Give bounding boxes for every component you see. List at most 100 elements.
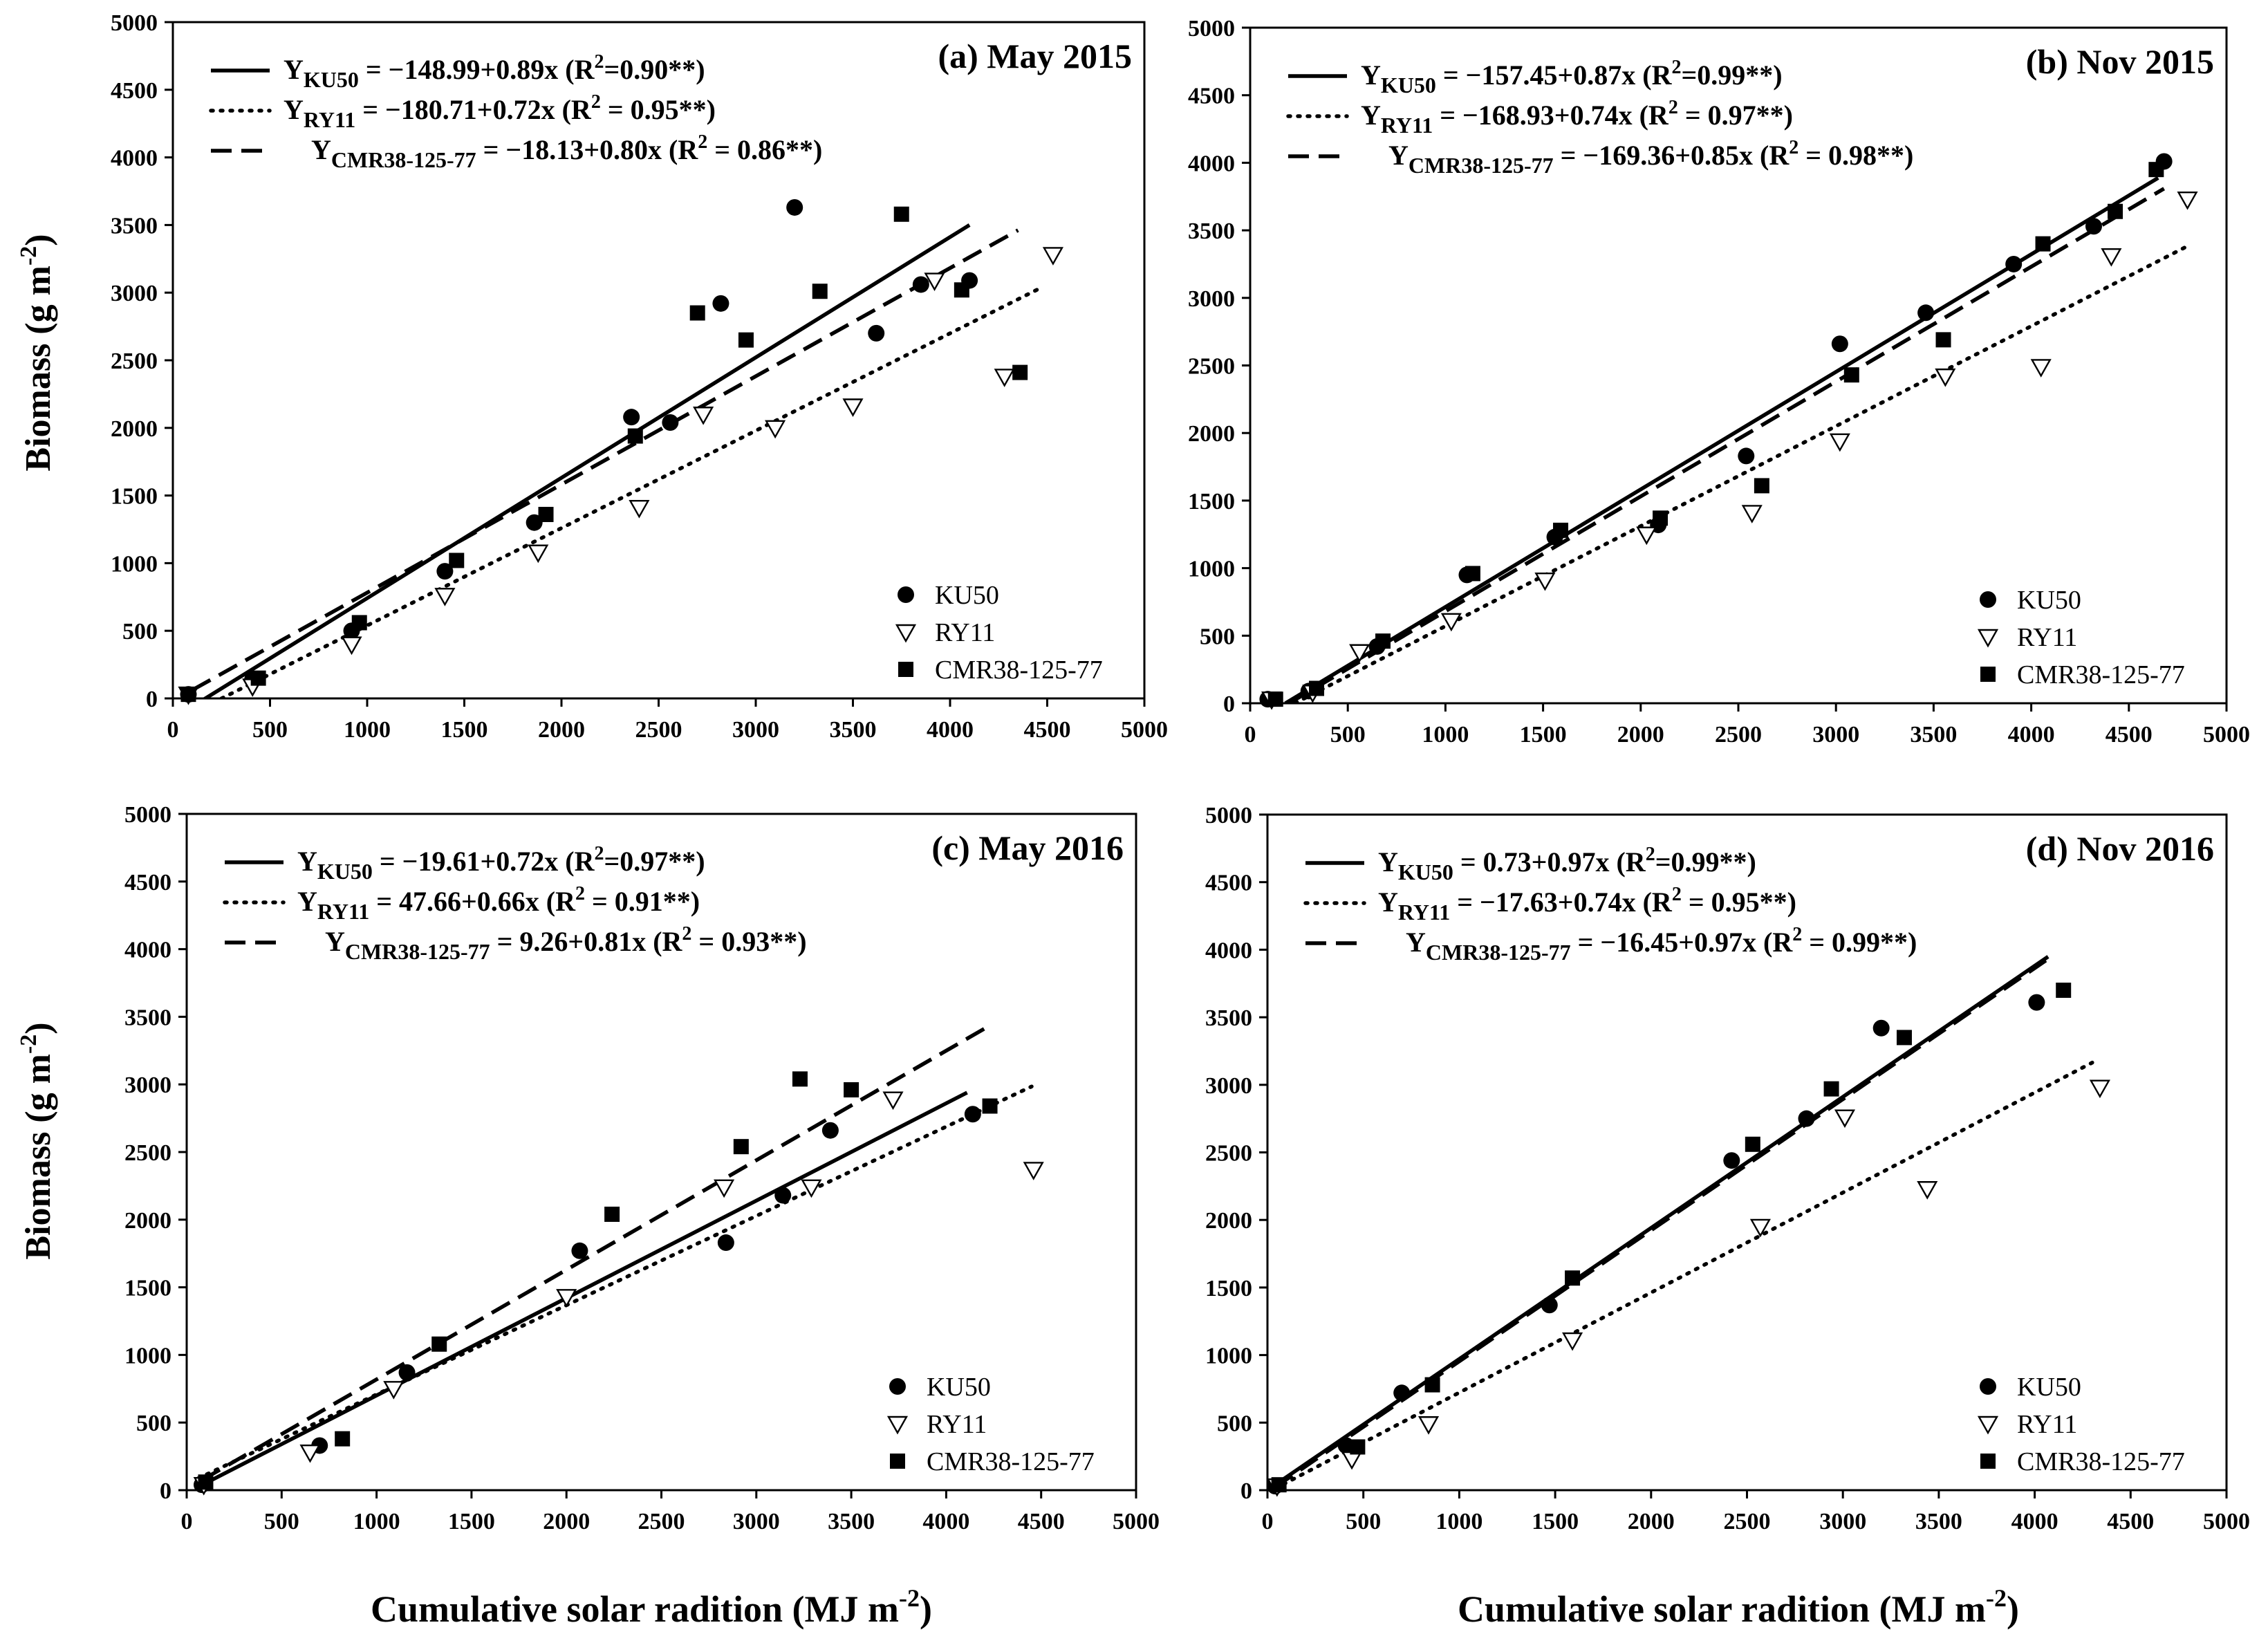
data-point-cmr38 bbox=[1745, 1136, 1760, 1152]
data-point-ry11 bbox=[801, 1179, 822, 1198]
data-point-ry11 bbox=[1341, 1451, 1363, 1470]
data-point-ku50 bbox=[964, 1106, 981, 1123]
y-tick-label: 1000 bbox=[111, 551, 158, 577]
y-tick-label: 4000 bbox=[1205, 938, 1252, 963]
data-point-ry11 bbox=[1042, 247, 1063, 266]
x-tick-label: 3500 bbox=[828, 1509, 875, 1534]
y-axis-label-top: Biomass (g m-2) bbox=[16, 234, 58, 471]
data-point-cmr38 bbox=[2035, 236, 2051, 252]
data-point-ku50 bbox=[1917, 304, 1935, 322]
y-tick-label: 0 bbox=[160, 1478, 171, 1504]
y-tick-label: 2000 bbox=[111, 416, 158, 442]
regression-equation: YRY11 = 47.66+0.66x (R2 = 0.91**) bbox=[297, 883, 700, 924]
y-tick-label: 5000 bbox=[1188, 16, 1235, 41]
data-point-ry11 bbox=[924, 272, 945, 292]
y-tick-label: 3000 bbox=[1205, 1073, 1252, 1099]
data-point-cmr38 bbox=[738, 332, 754, 348]
y-tick-label: 5000 bbox=[1205, 803, 1252, 828]
data-point-cmr38 bbox=[982, 1098, 998, 1114]
data-point-ku50 bbox=[898, 586, 914, 603]
data-point-ry11 bbox=[434, 588, 456, 606]
data-point-cmr38 bbox=[792, 1071, 808, 1087]
data-point-cmr38 bbox=[1267, 691, 1283, 707]
y-tick-label: 3500 bbox=[1205, 1005, 1252, 1031]
regression-equation: YKU50 = −19.61+0.72x (R2=0.97**) bbox=[297, 843, 705, 884]
data-point-ku50 bbox=[1980, 1378, 1996, 1395]
x-tick-label: 4500 bbox=[2107, 1509, 2154, 1534]
data-point-ku50 bbox=[774, 1187, 792, 1204]
x-tick-label: 3500 bbox=[1915, 1509, 1962, 1534]
data-point-ku50 bbox=[1831, 335, 1848, 353]
data-point-ku50 bbox=[712, 295, 729, 312]
x-tick-label: 4500 bbox=[1024, 717, 1071, 743]
data-point-cmr38 bbox=[2148, 162, 2164, 178]
data-point-cmr38 bbox=[1012, 364, 1028, 380]
x-tick-label: 0 bbox=[1245, 722, 1256, 748]
y-tick-label: 5000 bbox=[124, 802, 171, 828]
data-point-cmr38 bbox=[351, 615, 367, 631]
x-tick-label: 3000 bbox=[732, 717, 779, 743]
x-axis-label-left: Cumulative solar radition (MJ m-2) bbox=[371, 1584, 932, 1630]
data-point-ry11 bbox=[1829, 433, 1850, 452]
data-point-ry11 bbox=[1749, 1218, 1771, 1238]
data-point-cmr38 bbox=[335, 1431, 351, 1447]
x-tick-label: 5000 bbox=[2203, 722, 2250, 748]
x-tick-label: 0 bbox=[181, 1509, 193, 1534]
regression-line-ry11 bbox=[219, 287, 1040, 698]
panel-title: (a) May 2015 bbox=[938, 37, 1133, 75]
data-point-ry11 bbox=[1534, 572, 1556, 591]
x-tick-label: 2000 bbox=[1628, 1509, 1675, 1534]
data-point-ry11 bbox=[1562, 1332, 1583, 1351]
chart-panel-3: 0 500 1000 1500 2000 2500 3000 3500 4000 4500 5000… bbox=[124, 802, 1160, 1534]
data-point-ku50 bbox=[1872, 1019, 1890, 1037]
legend-label-ku50: KU50 bbox=[2017, 1373, 2081, 1402]
regression-line-ku50 bbox=[1274, 955, 2049, 1487]
data-point-ry11 bbox=[1440, 613, 1462, 632]
x-tick-label: 4000 bbox=[2011, 1509, 2058, 1534]
y-tick-label: 500 bbox=[1200, 624, 1235, 649]
x-tick-label: 3500 bbox=[830, 717, 877, 743]
data-point-cmr38 bbox=[898, 662, 913, 677]
x-tick-label: 500 bbox=[1330, 722, 1366, 748]
data-point-cmr38 bbox=[1465, 566, 1480, 582]
x-tick-label: 2500 bbox=[1715, 722, 1762, 748]
y-tick-label: 4500 bbox=[1188, 84, 1235, 109]
data-point-cmr38 bbox=[1980, 667, 1996, 682]
x-tick-label: 1000 bbox=[1422, 722, 1469, 748]
data-point-cmr38 bbox=[627, 428, 643, 444]
data-point-ry11 bbox=[1741, 505, 1763, 523]
regression-equation: YRY11 = −168.93+0.74x (R2 = 0.97**) bbox=[1361, 97, 1793, 138]
data-point-ku50 bbox=[717, 1234, 734, 1252]
regression-line-ku50 bbox=[203, 1090, 968, 1486]
data-point-ry11 bbox=[1917, 1181, 1938, 1200]
data-point-cmr38 bbox=[538, 506, 554, 522]
y-tick-label: 0 bbox=[1240, 1478, 1252, 1504]
x-tick-label: 500 bbox=[1346, 1509, 1381, 1534]
data-point-cmr38 bbox=[844, 1082, 859, 1098]
y-tick-label: 2500 bbox=[1205, 1141, 1252, 1167]
data-point-cmr38 bbox=[1553, 522, 1569, 538]
x-tick-label: 0 bbox=[1262, 1509, 1274, 1534]
data-point-ry11 bbox=[341, 636, 362, 656]
regression-equation: YCMR38-125-77 = −169.36+0.85x (R2 = 0.98… bbox=[1388, 137, 1913, 178]
chart-panel-4: 0 500 1000 1500 2000 2500 3000 3500 4000 4500 5000… bbox=[1205, 803, 2250, 1534]
data-point-ku50 bbox=[2028, 994, 2045, 1011]
y-tick-label: 4000 bbox=[124, 938, 171, 963]
data-point-ry11 bbox=[2177, 191, 2198, 210]
data-point-cmr38 bbox=[1823, 1081, 1839, 1097]
data-point-cmr38 bbox=[431, 1336, 447, 1352]
y-tick-label: 4500 bbox=[111, 78, 158, 104]
data-point-ry11 bbox=[994, 369, 1015, 387]
panel-title: (d) Nov 2016 bbox=[2026, 829, 2214, 868]
regression-equation: YCMR38-125-77 = −16.45+0.97x (R2 = 0.99*… bbox=[1406, 924, 1917, 965]
x-tick-label: 4500 bbox=[1018, 1509, 1065, 1534]
regression-equation: YRY11 = −17.63+0.74x (R2 = 0.95**) bbox=[1378, 884, 1796, 925]
y-tick-label: 1500 bbox=[1188, 489, 1235, 514]
regression-equation: YKU50 = 0.73+0.97x (R2=0.99**) bbox=[1378, 844, 1756, 884]
panel-title: (c) May 2016 bbox=[931, 828, 1124, 867]
data-point-cmr38 bbox=[250, 670, 266, 686]
legend-label-ku50: KU50 bbox=[927, 1373, 991, 1402]
y-tick-label: 4500 bbox=[1205, 871, 1252, 896]
data-point-cmr38 bbox=[1980, 1454, 1996, 1469]
